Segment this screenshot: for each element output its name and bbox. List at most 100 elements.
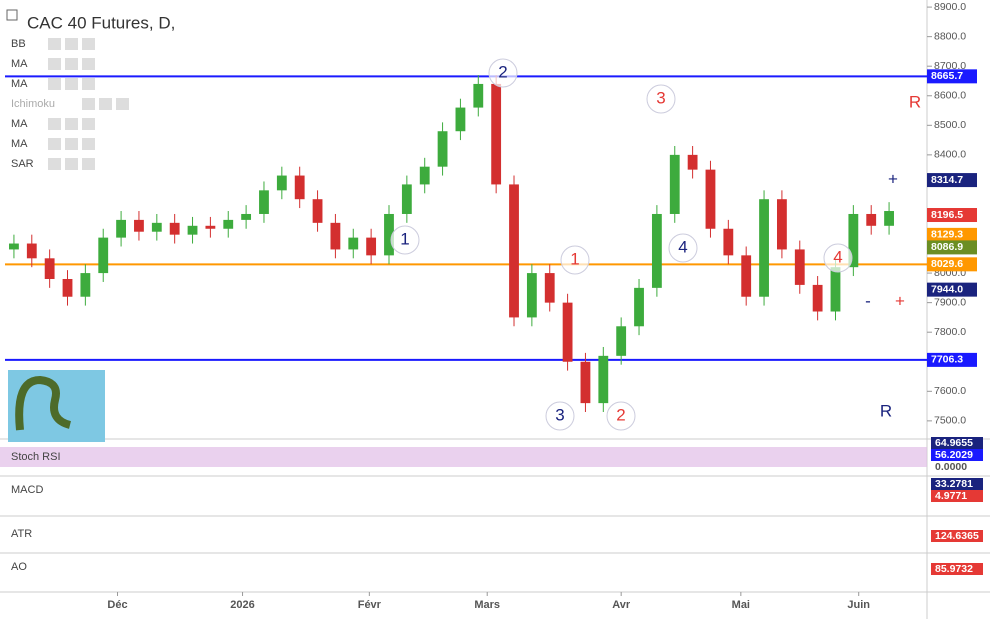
- candle-body: [276, 175, 287, 191]
- indicator-label: MA: [11, 118, 28, 130]
- annotation: R: [880, 401, 892, 420]
- candle-body: [312, 199, 323, 223]
- price-label-box: [927, 352, 977, 367]
- candle-body: [580, 361, 591, 404]
- candle-body: [884, 211, 894, 226]
- indicator-icon: [48, 58, 61, 70]
- candle-body: [241, 213, 252, 220]
- panel-value-box: [931, 437, 983, 449]
- annotation: 1: [570, 249, 579, 268]
- panel-value: 64.9655: [935, 437, 973, 449]
- candle-body: [491, 83, 502, 185]
- candle-body: [509, 184, 519, 318]
- indicator-icon: [82, 158, 95, 170]
- x-tick-label: Mai: [732, 599, 750, 611]
- candle-body: [134, 219, 144, 232]
- y-tick-label: 8400.0: [934, 149, 966, 161]
- candle-body: [634, 287, 644, 327]
- panel-name: ATR: [11, 528, 32, 540]
- y-tick-label: 8800.0: [934, 30, 966, 42]
- candle-body: [259, 190, 269, 214]
- price-label-box: [927, 208, 977, 223]
- annotation: 4: [833, 247, 842, 266]
- candle-body: [473, 83, 484, 108]
- annotation: 1: [400, 229, 409, 248]
- y-tick-label: 7600.0: [934, 385, 966, 397]
- indicator-icon: [99, 98, 112, 110]
- panel-value: 56.2029: [935, 449, 973, 461]
- price-label: 8086.9: [931, 241, 963, 253]
- indicator-label: SAR: [11, 158, 34, 170]
- indicator-label: Ichimoku: [11, 98, 55, 110]
- candle-body: [562, 302, 573, 362]
- candle-body: [169, 222, 180, 235]
- candle-body: [62, 278, 73, 297]
- annotation-circle: [545, 401, 575, 431]
- panel-value: 124.6365: [935, 530, 979, 542]
- panel-name: Stoch RSI: [11, 451, 61, 463]
- candle-body: [687, 154, 698, 170]
- candle-body: [187, 225, 198, 235]
- candle-body: [80, 273, 91, 297]
- annotation-circle: [606, 401, 636, 431]
- x-tick-label: Juin: [847, 599, 870, 611]
- indicator-label: MA: [11, 138, 28, 150]
- y-tick-label: 8600.0: [934, 90, 966, 102]
- annotation: 3: [555, 405, 564, 424]
- y-tick-label: 8500.0: [934, 119, 966, 131]
- candle-body: [294, 175, 305, 200]
- candle-body: [26, 243, 37, 259]
- annotation: 3: [656, 88, 665, 107]
- indicator-icon: [82, 78, 95, 90]
- candle-body: [419, 166, 430, 185]
- candle-body: [848, 213, 859, 268]
- candle-body: [44, 258, 55, 279]
- indicator-icon: [48, 38, 61, 50]
- panel-value-box: [931, 461, 983, 473]
- y-tick-label: 7500.0: [934, 415, 966, 427]
- indicator-icon: [65, 38, 78, 50]
- price-label-box: [927, 69, 977, 84]
- x-tick-label: 2026: [230, 599, 254, 611]
- annotation: +: [888, 169, 898, 188]
- annotation-circle: [560, 245, 590, 275]
- price-label-box: [927, 257, 977, 272]
- price-label-box: [927, 227, 977, 242]
- indicator-icon: [82, 118, 95, 130]
- candle-body: [205, 225, 216, 229]
- annotation-circle: [390, 225, 420, 255]
- candle-body: [812, 284, 823, 312]
- indicator-label: MA: [11, 78, 28, 90]
- price-label: 8129.3: [931, 229, 963, 241]
- price-label: 8665.7: [931, 70, 963, 82]
- annotation: 4: [678, 237, 687, 256]
- indicator-icon: [116, 98, 129, 110]
- annotation-circle: [823, 243, 853, 273]
- candle-body: [455, 107, 466, 132]
- panel-value-box: [931, 449, 983, 461]
- chart-title: CAC 40 Futures, D,: [27, 13, 175, 32]
- annotation: 2: [616, 405, 625, 424]
- candle-body: [9, 243, 19, 250]
- panel-value-box: [931, 563, 983, 575]
- candle-body: [151, 222, 162, 232]
- candle-body: [776, 199, 787, 250]
- indicator-icon: [48, 78, 61, 90]
- x-tick-label: Déc: [107, 599, 127, 611]
- candle-body: [544, 273, 555, 303]
- indicator-icon: [48, 118, 61, 130]
- price-label: 8029.6: [931, 258, 963, 270]
- candle-body: [526, 273, 537, 318]
- annotation: R: [909, 92, 921, 111]
- panel-name: MACD: [11, 484, 43, 496]
- indicator-icon: [65, 158, 78, 170]
- candle-body: [669, 154, 680, 214]
- candle-body: [598, 355, 609, 404]
- indicator-icon: [65, 118, 78, 130]
- price-label-box: [927, 240, 977, 255]
- candle-body: [651, 213, 662, 288]
- candle-body: [366, 237, 377, 256]
- price-label: 7944.0: [931, 283, 963, 295]
